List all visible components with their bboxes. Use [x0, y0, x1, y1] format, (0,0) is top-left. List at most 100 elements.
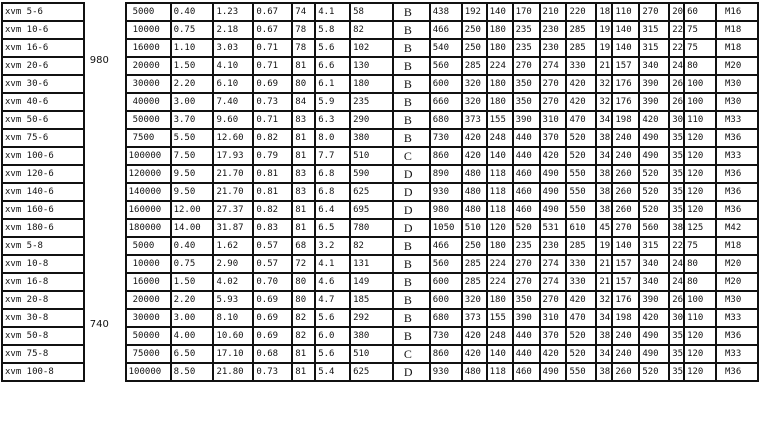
value-cell: 270 [538, 92, 568, 112]
value-cell: 83 [291, 110, 317, 130]
value-cell: 120 [485, 218, 514, 238]
value-cell: 490 [538, 362, 568, 382]
value-cell: 260 [611, 362, 641, 382]
value-cell: 560 [428, 254, 463, 274]
value-cell: 520 [565, 146, 598, 166]
value-cell: 10000 [124, 20, 172, 40]
value-cell: M36 [714, 200, 759, 220]
value-cell: 32 [595, 74, 614, 94]
value-cell: 540 [428, 38, 463, 58]
value-cell: 157 [611, 272, 641, 292]
value-cell: 180 [485, 38, 514, 58]
value-cell: 380 [349, 128, 394, 148]
value-cell: 180 [485, 236, 514, 256]
table-row: xvm 10-6 10000 0.75 2.18 0.67 78 5.8 82 B 466 250 1… [1, 20, 759, 40]
value-cell: 420 [565, 92, 598, 112]
value-cell: 390 [511, 110, 541, 130]
value-cell: 4.10 [212, 56, 255, 76]
value-cell: 78 [291, 20, 317, 40]
value-cell: 270 [538, 74, 568, 94]
value-cell: 21 [595, 56, 614, 76]
model-cell: xvm 10-8 [1, 254, 85, 274]
value-cell: 235 [511, 236, 541, 256]
value-cell: 120 [683, 182, 717, 202]
value-cell: 30 [668, 110, 686, 130]
value-cell: 560 [638, 218, 671, 238]
grade-cell: B [391, 20, 431, 40]
value-cell: 2.20 [169, 74, 215, 94]
value-cell: 82 [291, 308, 317, 328]
value-cell: 550 [565, 182, 598, 202]
value-cell: 82 [349, 20, 394, 40]
value-cell: 5.6 [314, 308, 352, 328]
value-cell: 81 [291, 218, 317, 238]
value-cell: 35 [668, 146, 686, 166]
value-cell: 248 [485, 128, 514, 148]
value-cell: M33 [714, 146, 759, 166]
rpm-value: 980 [89, 55, 109, 66]
value-cell: 0.69 [252, 290, 294, 310]
value-cell: 24 [668, 56, 686, 76]
value-cell: 0.73 [252, 362, 294, 382]
value-cell: 0.81 [252, 182, 294, 202]
value-cell: 21 [595, 272, 614, 292]
value-cell: 50000 [124, 326, 172, 346]
value-cell: 0.71 [252, 110, 294, 130]
value-cell: 6.10 [212, 74, 255, 94]
value-cell: 0.81 [252, 164, 294, 184]
value-cell: 1.10 [169, 38, 215, 58]
value-cell: 155 [485, 110, 514, 130]
value-cell: 285 [460, 254, 488, 274]
value-cell: 32 [595, 290, 614, 310]
rpm-value: 740 [89, 319, 109, 330]
value-cell: 118 [485, 182, 514, 202]
value-cell: 248 [485, 326, 514, 346]
value-cell: 235 [511, 38, 541, 58]
model-cell: xvm 5-6 [1, 2, 85, 22]
value-cell: 35 [668, 182, 686, 202]
value-cell: 16000 [124, 38, 172, 58]
value-cell: 390 [638, 92, 671, 112]
value-cell: 83 [291, 164, 317, 184]
value-cell: 84 [291, 92, 317, 112]
value-cell: 330 [565, 254, 598, 274]
value-cell: 4.02 [212, 272, 255, 292]
value-cell: 270 [511, 254, 541, 274]
value-cell: 330 [565, 272, 598, 292]
value-cell: 20000 [124, 56, 172, 76]
value-cell: 3.70 [169, 110, 215, 130]
value-cell: 6.4 [314, 200, 352, 220]
value-cell: 9.60 [212, 110, 255, 130]
value-cell: 1.62 [212, 236, 255, 256]
value-cell: 860 [428, 146, 463, 166]
value-cell: M36 [714, 182, 759, 202]
model-cell: xvm 50-8 [1, 326, 85, 346]
value-cell: 340 [638, 56, 671, 76]
value-cell: 155 [485, 308, 514, 328]
value-cell: 12.60 [212, 128, 255, 148]
value-cell: 180 [485, 290, 514, 310]
value-cell: 240 [611, 146, 641, 166]
model-cell: xvm 50-6 [1, 110, 85, 130]
value-cell: 1.50 [169, 56, 215, 76]
value-cell: 5.8 [314, 20, 352, 40]
value-cell: 38 [595, 200, 614, 220]
table-row: xvm 16-6 16000 1.10 3.03 0.71 78 5.6 102 B 540 250… [1, 38, 759, 58]
value-cell: 420 [460, 128, 488, 148]
value-cell: 157 [611, 56, 641, 76]
value-cell: 198 [611, 308, 641, 328]
value-cell: 0.79 [252, 146, 294, 166]
value-cell: 26 [668, 92, 686, 112]
value-cell: 21.70 [212, 182, 255, 202]
value-cell: 6.0 [314, 326, 352, 346]
grade-cell: B [391, 56, 431, 76]
value-cell: 118 [485, 164, 514, 184]
value-cell: 610 [565, 218, 598, 238]
value-cell: 3.00 [169, 308, 215, 328]
value-cell: 185 [349, 290, 394, 310]
value-cell: 315 [638, 20, 671, 40]
value-cell: M36 [714, 164, 759, 184]
value-cell: 75 [683, 236, 717, 256]
value-cell: 82 [291, 326, 317, 346]
value-cell: 9.50 [169, 164, 215, 184]
